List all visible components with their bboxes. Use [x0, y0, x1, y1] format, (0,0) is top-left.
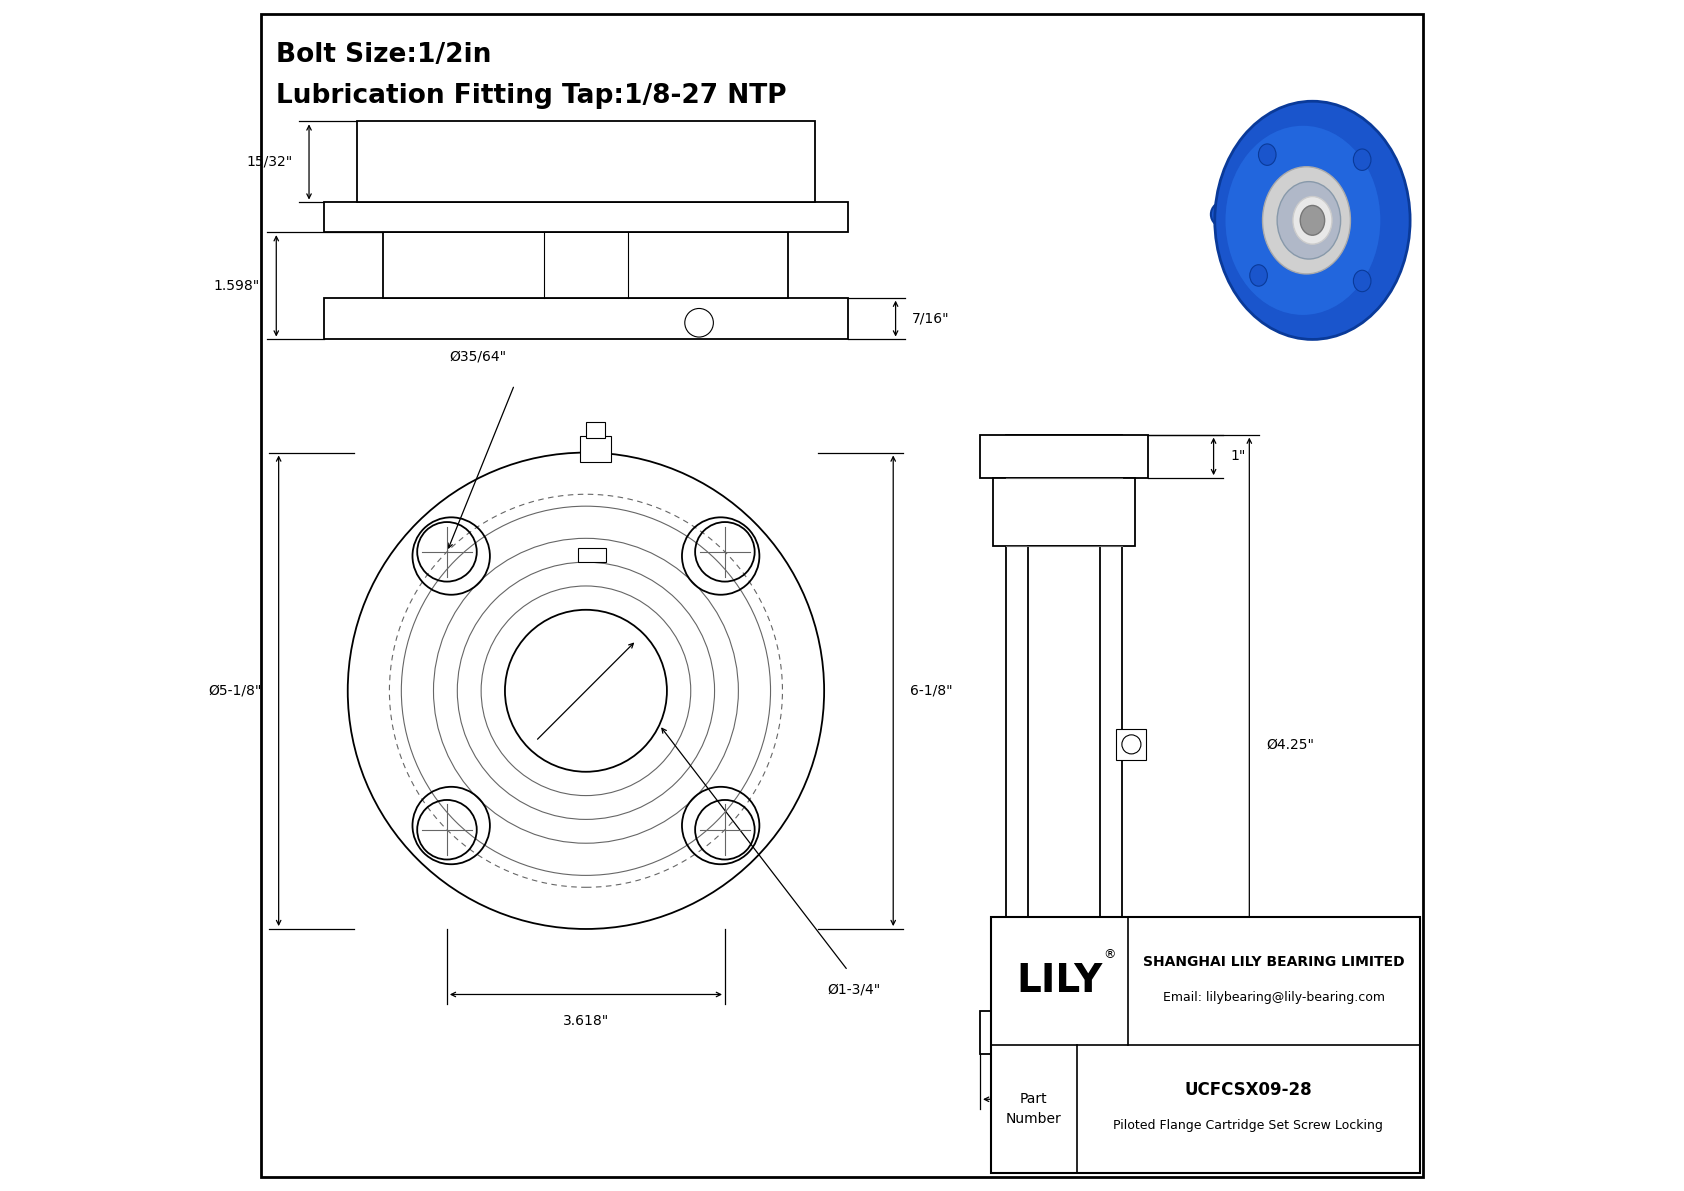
Text: UCFCSX09-28: UCFCSX09-28 [1184, 1081, 1312, 1099]
Ellipse shape [1263, 167, 1351, 274]
Text: Ø4.25": Ø4.25" [1266, 737, 1314, 752]
Bar [578, 548, 606, 562]
Ellipse shape [1258, 144, 1276, 166]
Text: Ø35/64": Ø35/64" [450, 349, 507, 363]
Text: Piloted Flange Cartridge Set Screw Locking: Piloted Flange Cartridge Set Screw Locki… [1113, 1120, 1383, 1133]
Text: ®: ® [1103, 948, 1116, 961]
Text: 15/32": 15/32" [246, 155, 293, 169]
Bar [357, 121, 815, 202]
Text: 2.031": 2.031" [1041, 1117, 1088, 1131]
Bar [384, 232, 788, 298]
Bar [990, 917, 1420, 1173]
Bar [994, 942, 1135, 1011]
Ellipse shape [1293, 197, 1332, 244]
Text: Bolt Size:1/2in: Bolt Size:1/2in [276, 42, 492, 68]
Text: SHANGHAI LILY BEARING LIMITED: SHANGHAI LILY BEARING LIMITED [1143, 955, 1404, 969]
Bar [1116, 729, 1145, 760]
Bar [1027, 547, 1100, 942]
Text: Lubrication Fitting Tap:1/8-27 NTP: Lubrication Fitting Tap:1/8-27 NTP [276, 83, 786, 110]
Bar [1007, 435, 1122, 1054]
Text: 7/16": 7/16" [913, 312, 950, 325]
Text: 6-1/8": 6-1/8" [909, 684, 953, 698]
Text: Ø1-3/4": Ø1-3/4" [827, 983, 881, 997]
Bar [323, 298, 849, 339]
Bar [323, 202, 849, 232]
Text: Part
Number: Part Number [1005, 1092, 1061, 1125]
Text: 3.618": 3.618" [562, 1014, 610, 1028]
Text: LILY: LILY [1017, 962, 1103, 1000]
Bar [980, 1011, 1148, 1054]
Bar [586, 422, 605, 438]
Ellipse shape [1250, 264, 1268, 286]
Text: 1.598": 1.598" [214, 279, 259, 293]
Ellipse shape [1211, 201, 1238, 227]
Ellipse shape [1354, 149, 1371, 170]
Ellipse shape [1300, 205, 1325, 236]
Text: 1": 1" [1231, 449, 1246, 463]
Bar [980, 435, 1148, 478]
Bar [579, 436, 611, 462]
Ellipse shape [1214, 101, 1410, 339]
Ellipse shape [1354, 270, 1371, 292]
Text: Ø5-1/8": Ø5-1/8" [209, 684, 263, 698]
Bar [994, 478, 1135, 547]
Text: Email: lilybearing@lily-bearing.com: Email: lilybearing@lily-bearing.com [1164, 991, 1384, 1004]
Ellipse shape [1224, 125, 1381, 316]
Ellipse shape [1276, 182, 1340, 260]
